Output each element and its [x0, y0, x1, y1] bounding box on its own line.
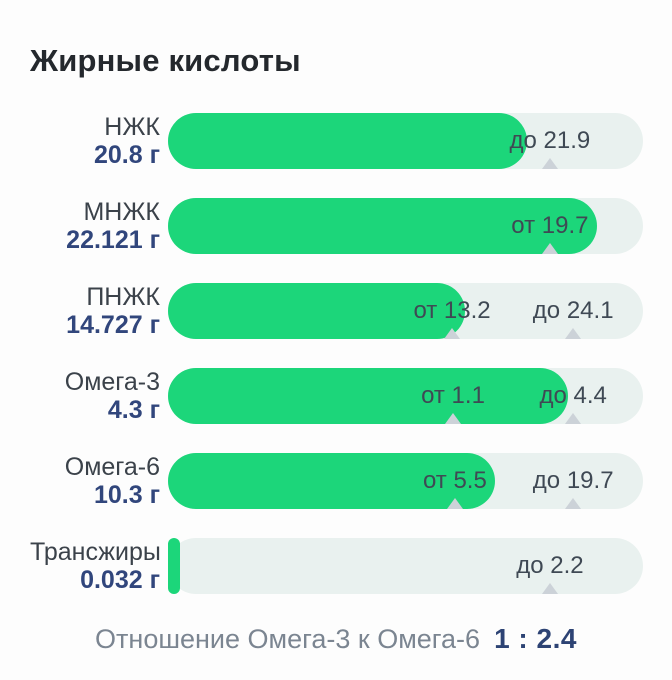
nutrient-bar: до 2.2 — [168, 538, 643, 594]
threshold-marker-icon — [565, 328, 582, 339]
nutrient-labels: Омега-3 4.3 г — [30, 368, 168, 424]
nutrient-bar: до 21.9 — [168, 113, 643, 169]
nutrient-row: Трансжиры 0.032 г до 2.2 — [0, 538, 672, 594]
nutrient-name: ПНЖК — [86, 283, 160, 311]
bar-fill — [168, 283, 465, 339]
threshold-marker-icon — [541, 158, 558, 169]
nutrient-labels: НЖК 20.8 г — [30, 113, 168, 169]
nutrient-row: Омега-3 4.3 г от 1.1 до 4.4 — [0, 368, 672, 424]
nutrient-labels: Трансжиры 0.032 г — [30, 538, 168, 594]
nutrient-value: 20.8 г — [93, 141, 160, 169]
threshold-marker-icon — [565, 498, 582, 509]
threshold-marker-icon — [565, 413, 582, 424]
nutrient-labels: ПНЖК 14.727 г — [30, 283, 168, 339]
nutrient-bar: от 1.1 до 4.4 — [168, 368, 643, 424]
ratio-label: Отношение Омега-3 к Омега-6 — [95, 624, 481, 654]
nutrient-name: МНЖК — [83, 198, 160, 226]
threshold-label: до 19.7 — [532, 467, 614, 494]
nutrient-name: Трансжиры — [30, 538, 161, 566]
nutrient-row: НЖК 20.8 г до 21.9 — [0, 113, 672, 169]
nutrient-row: Омега-6 10.3 г от 5.5 до 19.7 — [0, 453, 672, 509]
nutrient-labels: Омега-6 10.3 г — [30, 453, 168, 509]
nutrient-value: 0.032 г — [80, 566, 160, 594]
nutrient-bar: от 13.2 до 24.1 — [168, 283, 643, 339]
nutrient-value: 4.3 г — [107, 396, 160, 424]
page-title: Жирные кислоты — [30, 43, 301, 78]
threshold-marker-icon — [446, 498, 463, 509]
nutrient-bar: от 19.7 — [168, 198, 643, 254]
threshold-label: от 19.7 — [511, 212, 589, 239]
bar-fill — [168, 453, 495, 509]
threshold-label: от 13.2 — [413, 297, 491, 324]
bar-fill — [168, 113, 528, 169]
nutrient-value: 10.3 г — [93, 481, 160, 509]
fatty-acids-chart: НЖК 20.8 г до 21.9 МНЖК 22.121 г от 19.7… — [0, 113, 672, 594]
bar-fill — [168, 368, 568, 424]
nutrient-value: 14.727 г — [66, 311, 160, 339]
nutrient-name: Омега-3 — [64, 368, 160, 396]
threshold-marker-icon — [541, 583, 558, 594]
nutrient-row: МНЖК 22.121 г от 19.7 — [0, 198, 672, 254]
nutrient-value: 22.121 г — [66, 226, 160, 254]
ratio-value: 1 : 2.4 — [494, 623, 577, 654]
threshold-label: от 1.1 — [421, 382, 485, 409]
threshold-label: до 24.1 — [532, 297, 614, 324]
threshold-marker-icon — [445, 413, 461, 424]
nutrient-name: НЖК — [104, 113, 160, 141]
bar-fill — [168, 538, 181, 594]
threshold-marker-icon — [444, 328, 461, 339]
omega-ratio-row: Отношение Омега-3 к Омега-6 1 : 2.4 — [0, 623, 672, 655]
threshold-marker-icon — [541, 243, 558, 254]
nutrient-row: ПНЖК 14.727 г от 13.2 до 24.1 — [0, 283, 672, 339]
threshold-label: до 4.4 — [539, 382, 607, 409]
bar-fill — [168, 198, 597, 254]
threshold-label: до 2.2 — [516, 552, 584, 579]
nutrient-labels: МНЖК 22.121 г — [30, 198, 168, 254]
threshold-label: от 5.5 — [422, 467, 487, 494]
nutrient-bar: от 5.5 до 19.7 — [168, 453, 643, 509]
nutrient-name: Омега-6 — [64, 453, 160, 481]
threshold-label: до 21.9 — [509, 127, 591, 154]
